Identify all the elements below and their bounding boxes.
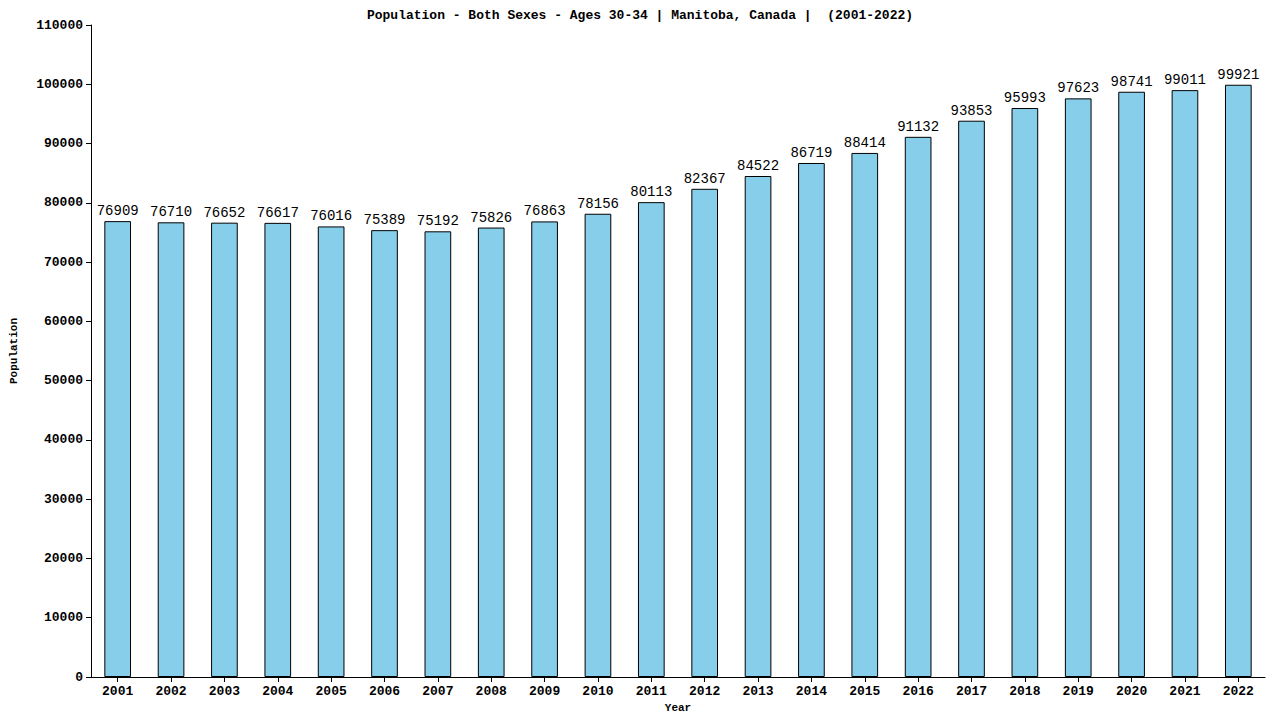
svg-text:75389: 75389 (363, 212, 405, 228)
svg-text:2004: 2004 (262, 684, 293, 699)
svg-text:2018: 2018 (1009, 684, 1040, 699)
svg-text:110000: 110000 (36, 18, 83, 33)
svg-text:Population: Population (8, 318, 20, 384)
svg-text:99921: 99921 (1217, 67, 1259, 83)
svg-text:76863: 76863 (524, 203, 566, 219)
svg-text:2022: 2022 (1223, 684, 1254, 699)
svg-text:2011: 2011 (636, 684, 667, 699)
svg-text:76617: 76617 (257, 205, 299, 221)
svg-text:97623: 97623 (1057, 80, 1099, 96)
svg-text:2019: 2019 (1063, 684, 1094, 699)
svg-text:2015: 2015 (849, 684, 880, 699)
svg-text:2003: 2003 (209, 684, 240, 699)
svg-text:88414: 88414 (844, 135, 886, 151)
svg-text:10000: 10000 (44, 610, 83, 625)
svg-text:2020: 2020 (1116, 684, 1147, 699)
svg-text:2001: 2001 (102, 684, 133, 699)
svg-text:2008: 2008 (476, 684, 507, 699)
svg-text:82367: 82367 (684, 171, 726, 187)
svg-text:86719: 86719 (790, 145, 832, 161)
svg-text:76710: 76710 (150, 204, 192, 220)
svg-text:40000: 40000 (44, 432, 83, 447)
svg-text:2007: 2007 (422, 684, 453, 699)
svg-text:2005: 2005 (316, 684, 347, 699)
svg-text:76909: 76909 (97, 203, 139, 219)
svg-text:76016: 76016 (310, 208, 352, 224)
svg-text:78156: 78156 (577, 196, 619, 212)
svg-text:70000: 70000 (44, 255, 83, 270)
svg-text:75826: 75826 (470, 210, 512, 226)
svg-text:76652: 76652 (203, 205, 245, 221)
svg-text:80113: 80113 (630, 184, 672, 200)
svg-text:93853: 93853 (950, 103, 992, 119)
svg-text:2016: 2016 (903, 684, 934, 699)
svg-text:50000: 50000 (44, 373, 83, 388)
svg-text:80000: 80000 (44, 195, 83, 210)
svg-text:95993: 95993 (1004, 90, 1046, 106)
svg-text:2002: 2002 (155, 684, 186, 699)
svg-text:30000: 30000 (44, 492, 83, 507)
svg-text:75192: 75192 (417, 213, 459, 229)
svg-text:2006: 2006 (369, 684, 400, 699)
svg-text:Population - Both Sexes - Ages: Population - Both Sexes - Ages 30-34 | M… (367, 8, 913, 23)
svg-text:2014: 2014 (796, 684, 827, 699)
svg-text:0: 0 (75, 670, 83, 685)
svg-text:2013: 2013 (742, 684, 773, 699)
svg-text:Year: Year (665, 702, 691, 714)
svg-text:98741: 98741 (1111, 74, 1153, 90)
svg-text:2009: 2009 (529, 684, 560, 699)
svg-text:20000: 20000 (44, 551, 83, 566)
svg-text:2021: 2021 (1169, 684, 1200, 699)
svg-text:2017: 2017 (956, 684, 987, 699)
svg-text:60000: 60000 (44, 314, 83, 329)
svg-text:2012: 2012 (689, 684, 720, 699)
svg-text:100000: 100000 (36, 77, 83, 92)
svg-text:90000: 90000 (44, 136, 83, 151)
svg-text:91132: 91132 (897, 119, 939, 135)
svg-text:84522: 84522 (737, 158, 779, 174)
svg-text:99011: 99011 (1164, 72, 1206, 88)
svg-text:2010: 2010 (582, 684, 613, 699)
